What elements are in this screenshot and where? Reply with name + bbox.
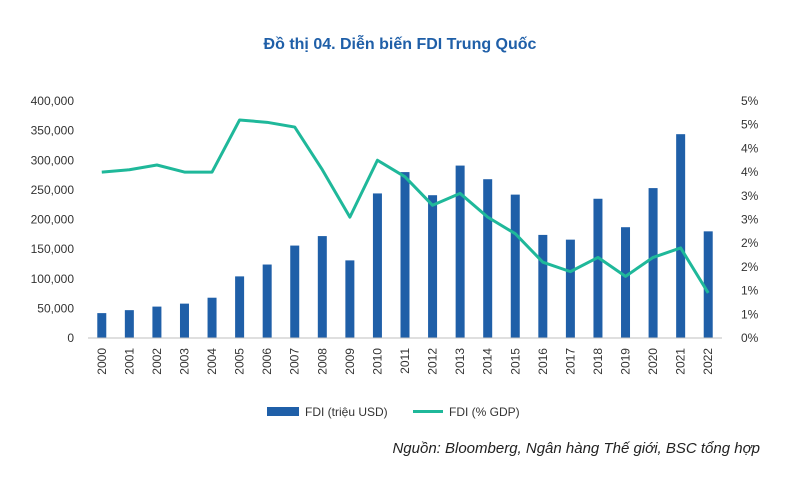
bar-2019 xyxy=(621,227,631,338)
x-tick-label: 2000 xyxy=(95,348,109,375)
x-tick-label: 2020 xyxy=(646,348,660,375)
bar-2021 xyxy=(676,134,686,338)
x-tick-label: 2008 xyxy=(315,348,329,375)
y-axis-left: 0 50,000 100,000 150,000 200,000 250,000 300,0… xyxy=(31,94,75,345)
x-tick-label: 2021 xyxy=(674,348,688,375)
y-left-tick-label: 250,000 xyxy=(31,183,75,197)
x-tick-label: 2017 xyxy=(563,348,577,375)
y-right-tick-label: 1% xyxy=(741,284,759,298)
bar-2002 xyxy=(152,306,162,338)
bar-2007 xyxy=(290,245,300,338)
y-left-tick-label: 400,000 xyxy=(31,94,75,108)
legend-line-label: FDI (% GDP) xyxy=(449,405,520,419)
y-left-tick-label: 150,000 xyxy=(31,242,75,256)
bar-2010 xyxy=(372,193,382,338)
bar-series xyxy=(97,134,713,338)
x-tick-label: 2005 xyxy=(233,348,247,375)
x-tick-label: 2019 xyxy=(619,348,633,375)
y-axis-right: 0% 1% 1% 2% 2% 3% 3% 4% 4% 5% 5% xyxy=(741,94,759,345)
legend-bar-label: FDI (triệu USD) xyxy=(305,405,388,419)
bar-2003 xyxy=(179,303,189,338)
x-tick-label: 2003 xyxy=(177,348,191,375)
bar-2015 xyxy=(510,194,520,338)
y-right-tick-label: 0% xyxy=(741,331,759,345)
y-right-tick-label: 1% xyxy=(741,307,759,321)
bar-2013 xyxy=(455,165,465,338)
bar-2014 xyxy=(483,179,493,338)
x-tick-label: 2011 xyxy=(398,348,412,374)
bar-2020 xyxy=(648,188,658,338)
x-tick-label: 2009 xyxy=(343,348,357,375)
x-tick-label: 2018 xyxy=(591,348,605,375)
y-right-tick-label: 2% xyxy=(741,260,759,274)
x-axis: 2000 2001 2002 2003 2004 2005 2006 2007 2008 2009… xyxy=(95,348,715,375)
bar-2016 xyxy=(538,234,548,338)
bar-2018 xyxy=(593,198,603,338)
source-note: Nguồn: Bloomberg, Ngân hàng Thế giới, BS… xyxy=(392,440,760,457)
y-right-tick-label: 4% xyxy=(741,165,759,179)
y-left-tick-label: 200,000 xyxy=(31,213,75,227)
x-tick-label: 2012 xyxy=(426,348,440,375)
y-right-tick-label: 4% xyxy=(741,141,759,155)
y-left-tick-label: 0 xyxy=(67,331,74,345)
line-series xyxy=(101,118,710,294)
bar-2011 xyxy=(400,172,410,338)
chart-title: Đồ thị 04. Diễn biến FDI Trung Quốc xyxy=(263,36,537,53)
y-left-tick-label: 350,000 xyxy=(31,124,75,138)
x-tick-label: 2010 xyxy=(370,348,384,375)
x-tick-label: 2004 xyxy=(205,348,219,375)
x-tick-label: 2001 xyxy=(122,348,136,375)
bar-2008 xyxy=(317,236,327,338)
y-left-tick-label: 300,000 xyxy=(31,153,75,167)
x-tick-label: 2022 xyxy=(701,348,715,375)
bar-2000 xyxy=(97,313,107,338)
x-tick-label: 2002 xyxy=(150,348,164,375)
legend-bar-swatch xyxy=(267,407,299,416)
bar-2004 xyxy=(207,297,217,338)
y-right-tick-label: 5% xyxy=(741,94,759,108)
x-tick-label: 2006 xyxy=(260,348,274,375)
x-tick-label: 2007 xyxy=(288,348,302,375)
y-right-tick-label: 2% xyxy=(741,236,759,250)
x-tick-label: 2014 xyxy=(481,348,495,375)
legend: FDI (triệu USD) FDI (% GDP) xyxy=(267,405,520,419)
bar-2006 xyxy=(262,264,272,338)
bar-2001 xyxy=(124,310,134,338)
y-left-tick-label: 100,000 xyxy=(31,272,75,286)
bar-2009 xyxy=(345,260,355,338)
bar-2005 xyxy=(235,276,245,338)
x-tick-label: 2015 xyxy=(508,348,522,375)
bar-2022 xyxy=(703,231,713,338)
bar-2012 xyxy=(428,195,438,338)
bar-2017 xyxy=(565,239,575,338)
x-tick-label: 2016 xyxy=(536,348,550,375)
y-right-tick-label: 3% xyxy=(741,189,759,203)
y-right-tick-label: 5% xyxy=(741,118,759,132)
y-left-tick-label: 50,000 xyxy=(37,301,74,315)
x-tick-label: 2013 xyxy=(453,348,467,375)
y-right-tick-label: 3% xyxy=(741,213,759,227)
